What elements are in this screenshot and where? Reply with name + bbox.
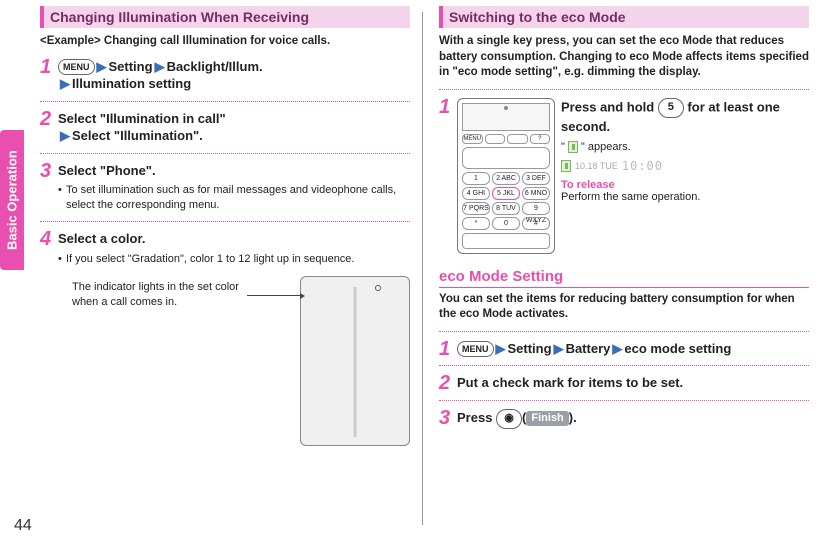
step-number: 2 — [439, 372, 450, 395]
left-section-title: Changing Illumination When Receiving — [40, 6, 410, 28]
step-body: Select "Phone". — [58, 162, 410, 180]
phone-nav-button — [507, 134, 528, 144]
phone-illustration — [300, 276, 410, 446]
appears-pre: " — [561, 141, 565, 153]
phone-dpad — [462, 147, 550, 169]
phone-body — [300, 276, 410, 446]
finish-pill: Finish — [526, 411, 568, 426]
phone-key: 2 ABC — [492, 172, 520, 185]
right-step: 1 MENU▶Setting▶Battery▶eco mode setting — [439, 340, 809, 358]
phone-led-dot — [375, 285, 381, 291]
side-tab-basic-operation: Basic Operation — [0, 130, 24, 270]
separator — [40, 153, 410, 154]
step-sub-note: To set illumination such as for mail mes… — [58, 183, 410, 213]
phone-key: 0 — [492, 217, 520, 230]
arrow-icon: ▶ — [97, 59, 107, 74]
to-release-label: To release — [561, 179, 809, 191]
right-intro: With a single key press, you can set the… — [439, 34, 809, 81]
right-step: 2 Put a check mark for items to be set. — [439, 374, 809, 392]
phone-key: 9 WXYZ — [522, 202, 550, 215]
appears-post: " appears. — [581, 141, 631, 153]
phone-key: 7 PQRS — [462, 202, 490, 215]
left-step: 3 Select "Phone". To set illumination such… — [40, 162, 410, 213]
step-number: 4 — [40, 228, 51, 251]
eco-mode-setting-heading: eco Mode Setting — [439, 268, 809, 288]
left-step: 2 Select "Illumination in call"▶Select "I… — [40, 110, 410, 145]
step-body: MENU▶Setting▶Backlight/Illum.▶Illuminati… — [58, 58, 410, 93]
eco-mode-setting-intro: You can set the items for reducing batte… — [439, 292, 809, 323]
right-step1-line: Press and hold 5 for at least one second… — [561, 98, 809, 136]
separator — [439, 89, 809, 90]
status-clock: 10:00 — [622, 159, 663, 173]
separator — [439, 400, 809, 401]
phone-nav-button: ? — [530, 134, 551, 144]
arrow-icon: ▶ — [60, 76, 70, 91]
keypad-phone-illustration: MENU? 12 ABC3 DEF 4 GHI5 JKL6 MNO 7 PQRS8 … — [457, 98, 555, 254]
separator — [40, 101, 410, 102]
step-number: 1 — [439, 96, 450, 119]
arrow-icon: ▶ — [60, 128, 70, 143]
phone-callout-line — [247, 295, 302, 296]
status-date: 10.18 TUE — [575, 161, 618, 171]
menu-key: MENU — [457, 341, 494, 357]
phone-key: 5 JKL — [492, 187, 520, 200]
left-example-line: <Example> Changing call Illumination for… — [40, 34, 410, 50]
step-body: Select a color. — [58, 230, 410, 248]
column-divider — [422, 12, 423, 525]
step-number: 1 — [439, 338, 450, 361]
left-step: 1 MENU▶Setting▶Backlight/Illum.▶Illuminat… — [40, 58, 410, 93]
phone-key: * — [462, 217, 490, 230]
step-number: 2 — [40, 108, 51, 131]
to-release-body: Perform the same operation. — [561, 191, 809, 203]
camera-key: ◉ — [496, 409, 522, 429]
step-number: 1 — [40, 56, 51, 79]
step-number: 3 — [439, 407, 450, 430]
arrow-icon: ▶ — [554, 341, 564, 356]
phone-nav-button — [485, 134, 506, 144]
phone-key: 3 DEF — [522, 172, 550, 185]
step-body: Put a check mark for items to be set. — [457, 374, 809, 392]
right-step: 3 Press ◉(Finish). — [439, 409, 809, 429]
phone-key: # — [522, 217, 550, 230]
step-number: 3 — [40, 160, 51, 183]
key-5: 5 — [658, 98, 684, 118]
right-column: Switching to the eco Mode With a single … — [427, 4, 817, 533]
phone-key: 8 TUV — [492, 202, 520, 215]
phone-screen — [462, 103, 550, 131]
separator — [439, 331, 809, 332]
left-step: 4 Select a color. If you select "Gradation… — [40, 230, 410, 266]
menu-key: MENU — [58, 59, 95, 75]
phone-callout-text: The indicator lights in the set color wh… — [72, 280, 242, 309]
step-body: Select "Illumination in call"▶Select "Il… — [58, 110, 410, 145]
separator — [439, 365, 809, 366]
phone-key: 4 GHI — [462, 187, 490, 200]
phone-bottom-bar — [462, 233, 550, 249]
separator — [40, 221, 410, 222]
phone-key: 6 MNO — [522, 187, 550, 200]
arrow-icon: ▶ — [155, 59, 165, 74]
eco-icon — [568, 141, 578, 153]
right-step-1: 1 MENU? 12 ABC3 DEF4 GHI5 JKL6 MNO7 PQRS… — [439, 98, 809, 254]
phone-key: 1 — [462, 172, 490, 185]
right-section-title: Switching to the eco Mode — [439, 6, 809, 28]
left-column: Changing Illumination When Receiving <Ex… — [10, 4, 418, 533]
step-sub-note: If you select "Gradation", color 1 to 12… — [58, 252, 410, 267]
step-body: MENU▶Setting▶Battery▶eco mode setting — [457, 340, 809, 358]
page-number: 44 — [14, 517, 32, 535]
page-content: Changing Illumination When Receiving <Ex… — [0, 0, 827, 543]
step-body: Press ◉(Finish). — [457, 409, 809, 429]
arrow-icon: ▶ — [612, 341, 622, 356]
eco-icon-small — [561, 160, 571, 172]
appears-line: " " appears. — [561, 141, 809, 153]
phone-illustration-wrap: The indicator lights in the set color wh… — [40, 276, 410, 466]
status-line: 10.18 TUE 10:00 — [561, 159, 809, 173]
step1-pre: Press and hold — [561, 99, 658, 114]
arrow-icon: ▶ — [496, 341, 506, 356]
phone-nav-button: MENU — [462, 134, 483, 144]
